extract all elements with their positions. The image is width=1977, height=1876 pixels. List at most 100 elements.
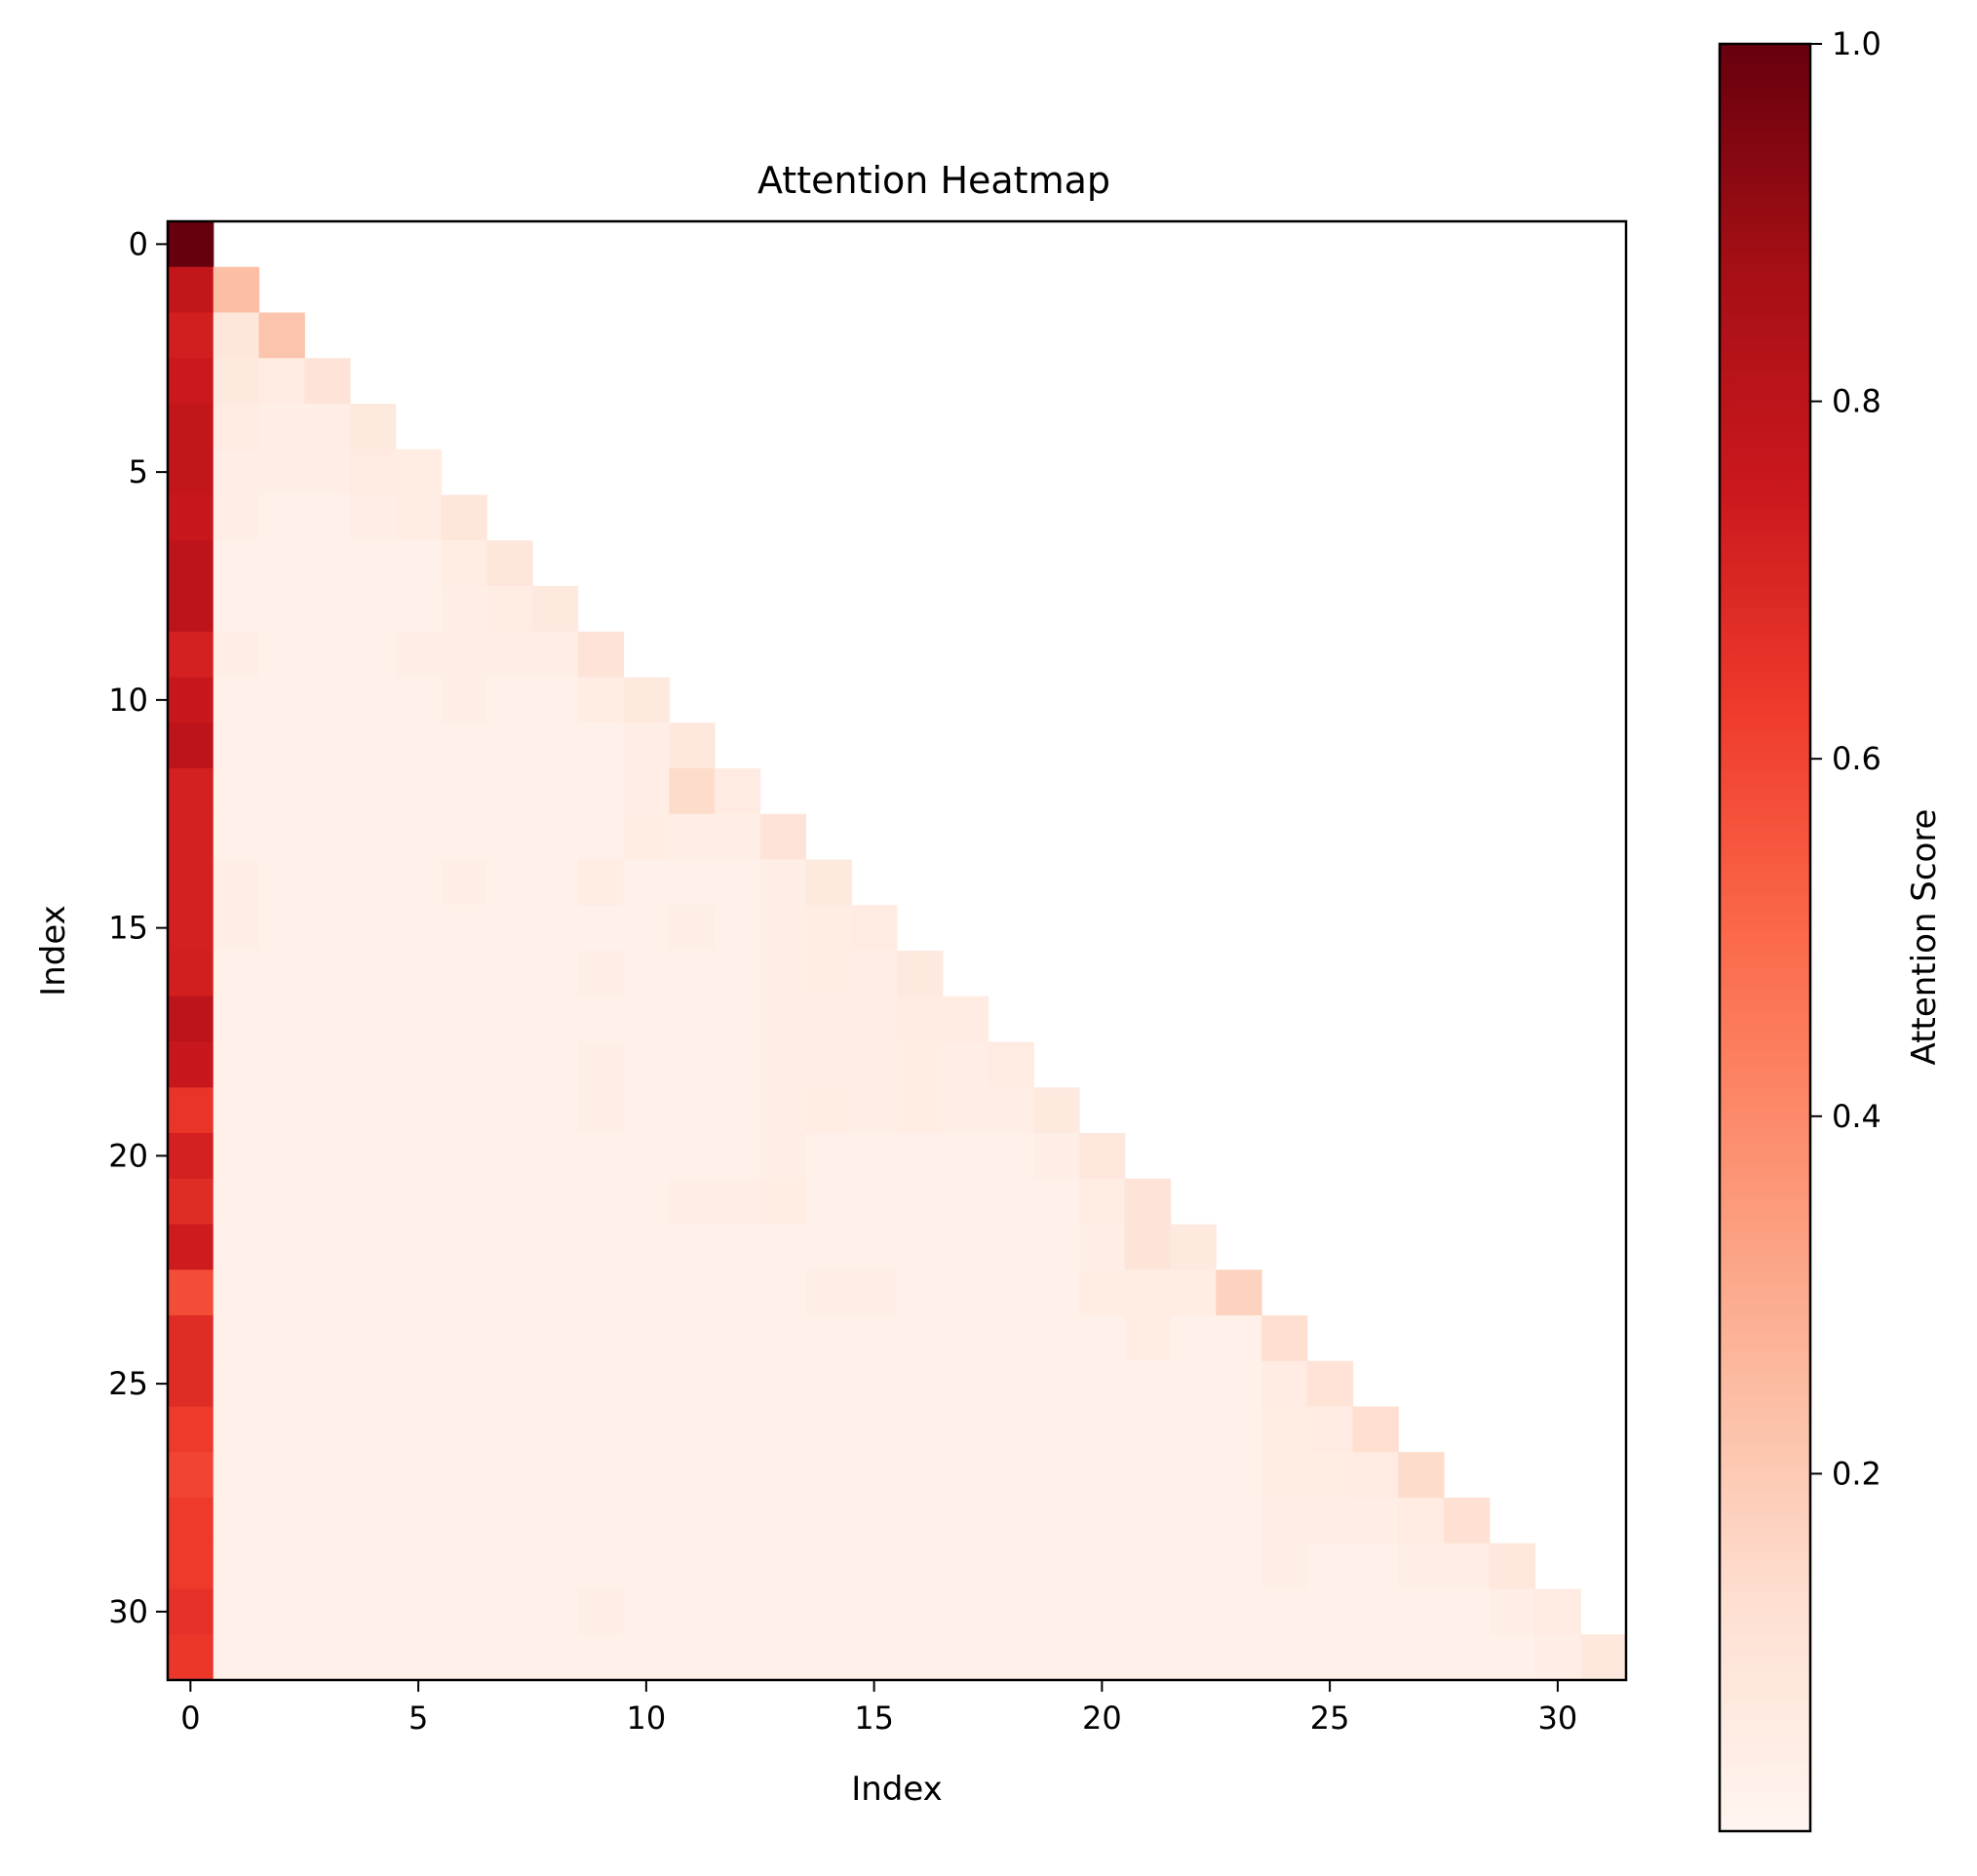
heatmap-cell: [168, 905, 214, 952]
heatmap-cell: [897, 1133, 944, 1180]
heatmap-cell: [1033, 1406, 1080, 1453]
heatmap-cell: [258, 1406, 305, 1453]
heatmap-cell: [441, 951, 487, 997]
heatmap-cell: [304, 1041, 351, 1088]
heatmap-cell: [486, 1452, 533, 1499]
heatmap-cell: [1033, 1498, 1080, 1544]
heatmap-cell: [1306, 1406, 1354, 1453]
heatmap-cell: [168, 768, 214, 815]
heatmap-cell: [669, 1270, 716, 1316]
colorbar-tick-label: 0.2: [1832, 1455, 1881, 1492]
heatmap-cell: [168, 540, 214, 587]
heatmap-cell: [486, 859, 533, 906]
heatmap-cell: [395, 1315, 443, 1362]
heatmap-cell: [577, 1360, 625, 1408]
heatmap-cell: [441, 1041, 487, 1088]
heatmap-cell: [304, 404, 351, 450]
heatmap-cell: [942, 1360, 989, 1408]
heatmap-cell: [486, 1087, 533, 1134]
heatmap-cell: [715, 1360, 761, 1408]
heatmap-cell: [350, 1498, 397, 1544]
heatmap-cell: [759, 813, 807, 861]
heatmap-cell: [168, 1406, 214, 1453]
heatmap-cell: [532, 859, 579, 906]
heatmap-cell: [623, 723, 670, 769]
heatmap-cell: [1033, 1588, 1080, 1635]
heatmap-cell: [486, 1406, 533, 1453]
heatmap-cell: [441, 1634, 487, 1681]
heatmap-cell: [759, 1543, 807, 1590]
heatmap-cell: [851, 1178, 898, 1226]
heatmap-cell: [1170, 1543, 1217, 1590]
heatmap-cell: [1216, 1270, 1262, 1316]
heatmap-cell: [350, 723, 397, 769]
heatmap-cell: [441, 677, 487, 723]
heatmap-cell: [577, 1543, 625, 1590]
heatmap-cell: [213, 905, 260, 952]
heatmap-cell: [486, 905, 533, 952]
heatmap-cell: [258, 1543, 305, 1590]
heatmap-cell: [715, 1406, 761, 1453]
heatmap-cell: [395, 494, 443, 541]
heatmap-cell: [304, 1406, 351, 1453]
heatmap-cell: [942, 1133, 989, 1180]
heatmap-cell: [669, 905, 716, 952]
heatmap-cell: [577, 723, 625, 769]
heatmap-cell: [1398, 1588, 1445, 1635]
heatmap-cell: [213, 1406, 260, 1453]
heatmap-cell: [350, 1224, 397, 1270]
heatmap-cell: [759, 1498, 807, 1544]
x-tick-label: 0: [180, 1700, 200, 1737]
heatmap-cell: [1489, 1634, 1536, 1681]
heatmap-cell: [395, 951, 443, 997]
heatmap-cell: [258, 723, 305, 769]
heatmap-cell: [577, 1498, 625, 1544]
heatmap-cell: [1033, 1452, 1080, 1499]
colorbar-label: Attention Score: [1905, 809, 1944, 1066]
heatmap-cell: [350, 494, 397, 541]
heatmap-cell: [486, 1498, 533, 1544]
heatmap-cell: [213, 586, 260, 633]
heatmap-cell: [168, 1178, 214, 1226]
heatmap-cell: [1170, 1315, 1217, 1362]
heatmap-cell: [304, 1224, 351, 1270]
heatmap-cell: [851, 1224, 898, 1270]
heatmap-cell: [851, 1452, 898, 1499]
heatmap-cell: [395, 1543, 443, 1590]
heatmap-cell: [395, 723, 443, 769]
heatmap-cell: [669, 1498, 716, 1544]
heatmap-cell: [168, 951, 214, 997]
heatmap-cell: [350, 1270, 397, 1316]
heatmap-cell: [715, 951, 761, 997]
heatmap-cell: [304, 768, 351, 815]
heatmap-cell: [715, 1133, 761, 1180]
heatmap-cell: [213, 1224, 260, 1270]
heatmap-cell: [1033, 1360, 1080, 1408]
heatmap-cell: [304, 813, 351, 861]
heatmap-cell: [350, 1588, 397, 1635]
heatmap-cell: [623, 1270, 670, 1316]
heatmap-cell: [577, 1087, 625, 1134]
colorbar-tick-label: 0.4: [1832, 1098, 1881, 1135]
heatmap-cell: [623, 1360, 670, 1408]
heatmap-cell: [577, 1133, 625, 1180]
colorbar-tick-label: 1.0: [1832, 25, 1881, 62]
heatmap-cell: [1124, 1224, 1172, 1270]
heatmap-cell: [258, 312, 305, 359]
heatmap-cell: [486, 1360, 533, 1408]
heatmap-cell: [942, 1315, 989, 1362]
heatmap-cell: [1124, 1315, 1172, 1362]
heatmap-cell: [669, 1224, 716, 1270]
heatmap-cell: [213, 1041, 260, 1088]
heatmap-cell: [1444, 1543, 1491, 1590]
heatmap-cell: [213, 813, 260, 861]
heatmap-cell: [168, 1224, 214, 1270]
heatmap-cell: [258, 586, 305, 633]
colorbar-ticks: 1.0 0.8 0.6 0.4 0.2: [1810, 25, 1881, 1492]
heatmap-cell: [851, 1270, 898, 1316]
heatmap-cell: [1261, 1634, 1308, 1681]
heatmap-cell: [168, 631, 214, 679]
heatmap-cell: [805, 951, 852, 997]
colorbar: [1718, 42, 1812, 1833]
heatmap-cell: [577, 1588, 625, 1635]
